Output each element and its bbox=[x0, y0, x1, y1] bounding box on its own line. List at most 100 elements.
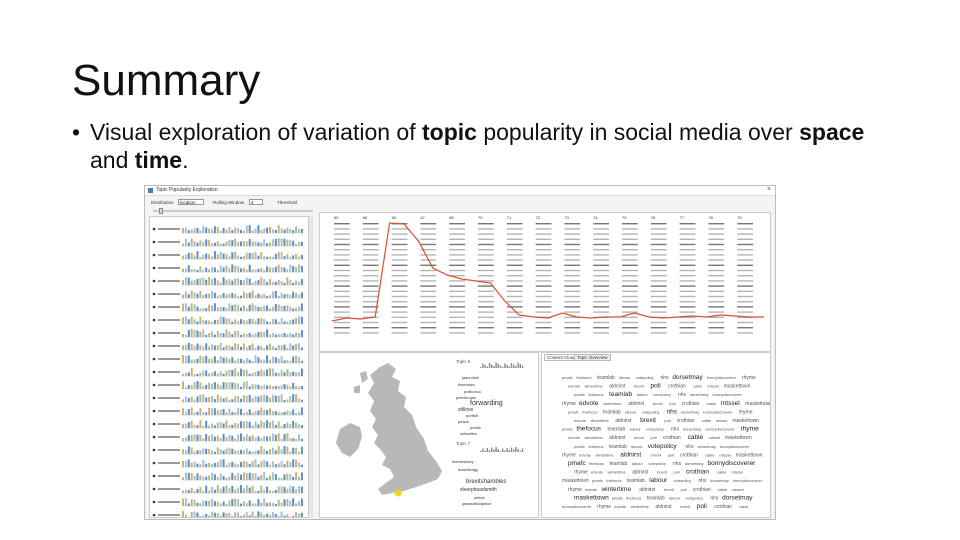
histogram-bar bbox=[202, 329, 205, 337]
close-icon[interactable]: × bbox=[766, 186, 771, 193]
histogram-bar bbox=[187, 372, 190, 376]
histogram-bar bbox=[271, 306, 274, 311]
timeline-tick-label: 70 bbox=[478, 215, 483, 220]
topic-word bbox=[420, 311, 437, 313]
histogram-bar bbox=[205, 513, 208, 519]
highlighted-location[interactable] bbox=[394, 489, 402, 497]
cloud-word: votepolicy bbox=[646, 427, 664, 432]
histogram-bar bbox=[266, 461, 269, 467]
map-panel[interactable]: Topic 6 Topic 7 jason4rell theeolsec pollkox… bbox=[319, 352, 539, 518]
cloud-word: poli bbox=[651, 435, 657, 440]
topic-word bbox=[708, 269, 725, 272]
histogram-bar bbox=[274, 489, 277, 493]
histogram-bar bbox=[240, 307, 242, 311]
topic-word bbox=[449, 301, 466, 303]
map-cloud-word: stillove bbox=[458, 407, 474, 413]
histogram-bar bbox=[216, 295, 219, 298]
histogram-bar bbox=[182, 243, 184, 246]
histogram-bar bbox=[211, 396, 213, 402]
histogram-bar bbox=[269, 475, 271, 480]
histogram-bar bbox=[187, 294, 190, 298]
topic-word bbox=[737, 332, 754, 334]
threshold-slider[interactable] bbox=[153, 208, 313, 214]
topic-word bbox=[679, 228, 696, 230]
histogram-bar bbox=[300, 498, 303, 506]
histogram-bar bbox=[237, 408, 240, 415]
histogram-bar bbox=[225, 241, 228, 246]
histogram-bar bbox=[225, 448, 228, 454]
histogram-bar bbox=[251, 485, 254, 493]
topic-word bbox=[679, 280, 696, 282]
histogram-bar bbox=[199, 408, 202, 415]
histogram-bar bbox=[225, 437, 228, 441]
histogram-bar bbox=[240, 474, 242, 480]
histogram-bar bbox=[237, 304, 240, 311]
bullet-part: . bbox=[182, 147, 189, 173]
histogram-bar bbox=[208, 277, 211, 285]
histogram-bar bbox=[211, 408, 213, 415]
histogram-bar bbox=[280, 425, 283, 428]
histogram-bar bbox=[216, 447, 219, 454]
histogram-bar bbox=[199, 230, 202, 233]
histogram-bar bbox=[240, 295, 242, 298]
cloud-word: bonnydiscoverer bbox=[713, 392, 743, 397]
histogram-bar bbox=[271, 502, 274, 506]
topic-word bbox=[506, 223, 523, 225]
histogram-bar bbox=[216, 513, 219, 519]
timeline-tick-label: 76 bbox=[651, 215, 656, 220]
tab-topic-overview[interactable]: Topic Overview bbox=[574, 354, 611, 361]
histogram-bar bbox=[199, 450, 202, 454]
histogram-bar bbox=[193, 319, 196, 324]
topic-word bbox=[650, 295, 667, 298]
cloud-word: labour bbox=[669, 495, 681, 500]
cloud-word: wintertime bbox=[631, 504, 650, 509]
histogram-bar bbox=[254, 503, 257, 506]
histogram-bar bbox=[269, 397, 271, 402]
histogram-bar bbox=[225, 420, 228, 428]
histogram-bar bbox=[295, 385, 298, 389]
histogram-bar bbox=[237, 499, 240, 506]
histogram-bar bbox=[237, 228, 240, 233]
topic-word bbox=[391, 311, 408, 313]
histogram-bar bbox=[196, 278, 199, 285]
topic-word bbox=[478, 332, 494, 334]
topic-word bbox=[737, 295, 754, 298]
topic-word bbox=[334, 321, 350, 324]
topic-word bbox=[679, 327, 696, 329]
histogram-bar bbox=[242, 488, 245, 493]
topic-timeline-panel[interactable]: 65 66 66 67 68 70 71 72 73 74 75 76 77 78 79 bbox=[319, 212, 771, 352]
location-histogram-list[interactable] bbox=[149, 216, 309, 519]
cloud-word: rhyme bbox=[741, 426, 759, 433]
cloud-word: teamlab bbox=[597, 375, 615, 381]
topic-word bbox=[535, 269, 552, 272]
histogram-bar bbox=[216, 280, 219, 285]
topic-word bbox=[334, 280, 350, 282]
histogram-bar bbox=[271, 410, 274, 415]
left-scrollbar[interactable] bbox=[309, 216, 313, 518]
histogram-bar bbox=[184, 498, 187, 506]
histogram-bar bbox=[184, 489, 187, 493]
topic-word bbox=[708, 238, 725, 240]
histogram-bar bbox=[240, 449, 242, 454]
histogram-bar bbox=[298, 501, 300, 506]
histogram-bar bbox=[242, 305, 245, 311]
histogram-bar bbox=[205, 343, 208, 350]
histogram-bar bbox=[292, 255, 295, 259]
cloud-word: pmafc bbox=[612, 495, 623, 500]
slider-handle[interactable] bbox=[159, 208, 163, 214]
histogram-bar bbox=[263, 409, 266, 415]
topic-word bbox=[506, 285, 523, 287]
topic-word bbox=[564, 254, 581, 256]
histogram-bar bbox=[237, 242, 240, 246]
cloud-word: rhyme bbox=[562, 452, 576, 458]
histogram-bar bbox=[202, 459, 205, 467]
rolling-window-select[interactable]: 4 bbox=[249, 199, 263, 205]
histogram-bar bbox=[295, 447, 298, 454]
histogram-bar bbox=[300, 438, 303, 441]
distribution-select[interactable]: location bbox=[178, 199, 204, 205]
cloud-word: edvote bbox=[574, 418, 587, 423]
cloud-word: mtssel bbox=[731, 470, 743, 475]
histogram-bar bbox=[295, 332, 298, 337]
topic-word bbox=[708, 254, 725, 256]
histogram-bar bbox=[280, 412, 283, 415]
